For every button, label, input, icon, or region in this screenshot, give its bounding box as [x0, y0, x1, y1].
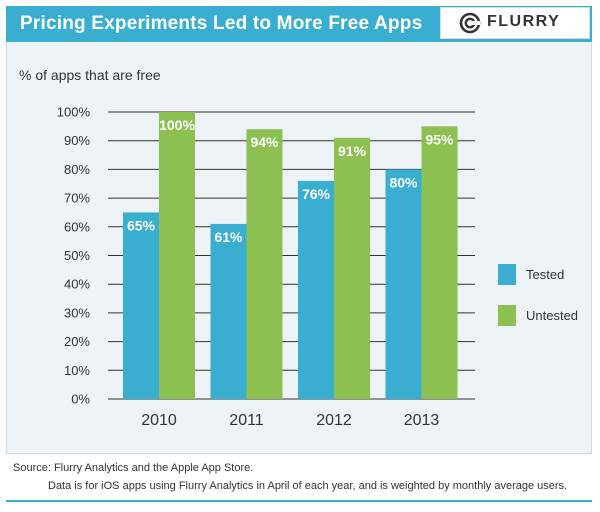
y-tick-label: 100%: [57, 105, 91, 120]
x-tick-label: 2012: [316, 412, 352, 429]
y-tick-label: 90%: [64, 133, 90, 148]
legend-item-untested: Untested: [498, 305, 598, 329]
y-tick-label: 70%: [64, 191, 90, 206]
data-label: 65%: [127, 217, 156, 233]
bar-untested-2013: [421, 126, 458, 399]
bar-tested-2013: [385, 169, 422, 399]
bar-tested-2010: [123, 212, 159, 399]
legend-swatch-untested: [498, 305, 516, 326]
legend-item-tested: Tested: [498, 264, 598, 288]
x-tick-label: 2011: [229, 412, 264, 429]
data-label: 76%: [302, 186, 331, 202]
data-label: 80%: [389, 174, 418, 190]
y-tick-label: 0%: [71, 392, 90, 407]
bar-untested-2011: [246, 129, 283, 399]
legend-label-untested: Untested: [526, 308, 579, 323]
y-tick-label: 10%: [64, 363, 90, 378]
y-tick-label: 40%: [64, 277, 90, 292]
data-note: Data is for iOS apps using Flurry Analyt…: [48, 480, 568, 492]
logo-text: FLURRY: [487, 13, 561, 30]
flurry-logo-icon: [459, 12, 481, 34]
data-label: 61%: [214, 229, 243, 245]
bars: 65% 100% 61% 94% 76% 91% 80% 95%: [123, 112, 458, 399]
x-tick-label: 2013: [404, 412, 440, 429]
chart-title: Pricing Experiments Led to More Free App…: [20, 13, 423, 34]
data-label: 95%: [425, 131, 454, 147]
data-label: 94%: [250, 134, 279, 150]
y-tick-label: 20%: [64, 334, 90, 349]
y-tick-label: 60%: [64, 219, 90, 234]
x-tick-label: 2010: [141, 412, 177, 429]
y-tick-label: 50%: [64, 248, 90, 263]
legend-label-tested: Tested: [526, 267, 565, 282]
y-tick-label: 80%: [64, 162, 90, 177]
y-axis-title: % of apps that are free: [19, 67, 161, 83]
flurry-logo: FLURRY: [440, 7, 590, 39]
bar-untested-2010: [159, 112, 195, 399]
bar-tested-2011: [210, 223, 247, 399]
bar-untested-2012: [334, 137, 370, 399]
axis-ticks: 0% 10% 20% 30% 40% 50% 60% 70% 80% 90% 100% 2010 201…: [57, 105, 440, 430]
source-note: Source: Flurry Analytics and the Apple A…: [13, 462, 254, 474]
data-label: 91%: [338, 143, 367, 159]
bottom-rule: [6, 500, 592, 502]
bar-tested-2012: [298, 180, 334, 399]
data-label: 100%: [159, 117, 195, 133]
y-tick-label: 30%: [64, 305, 90, 320]
legend-swatch-tested: [498, 264, 516, 285]
